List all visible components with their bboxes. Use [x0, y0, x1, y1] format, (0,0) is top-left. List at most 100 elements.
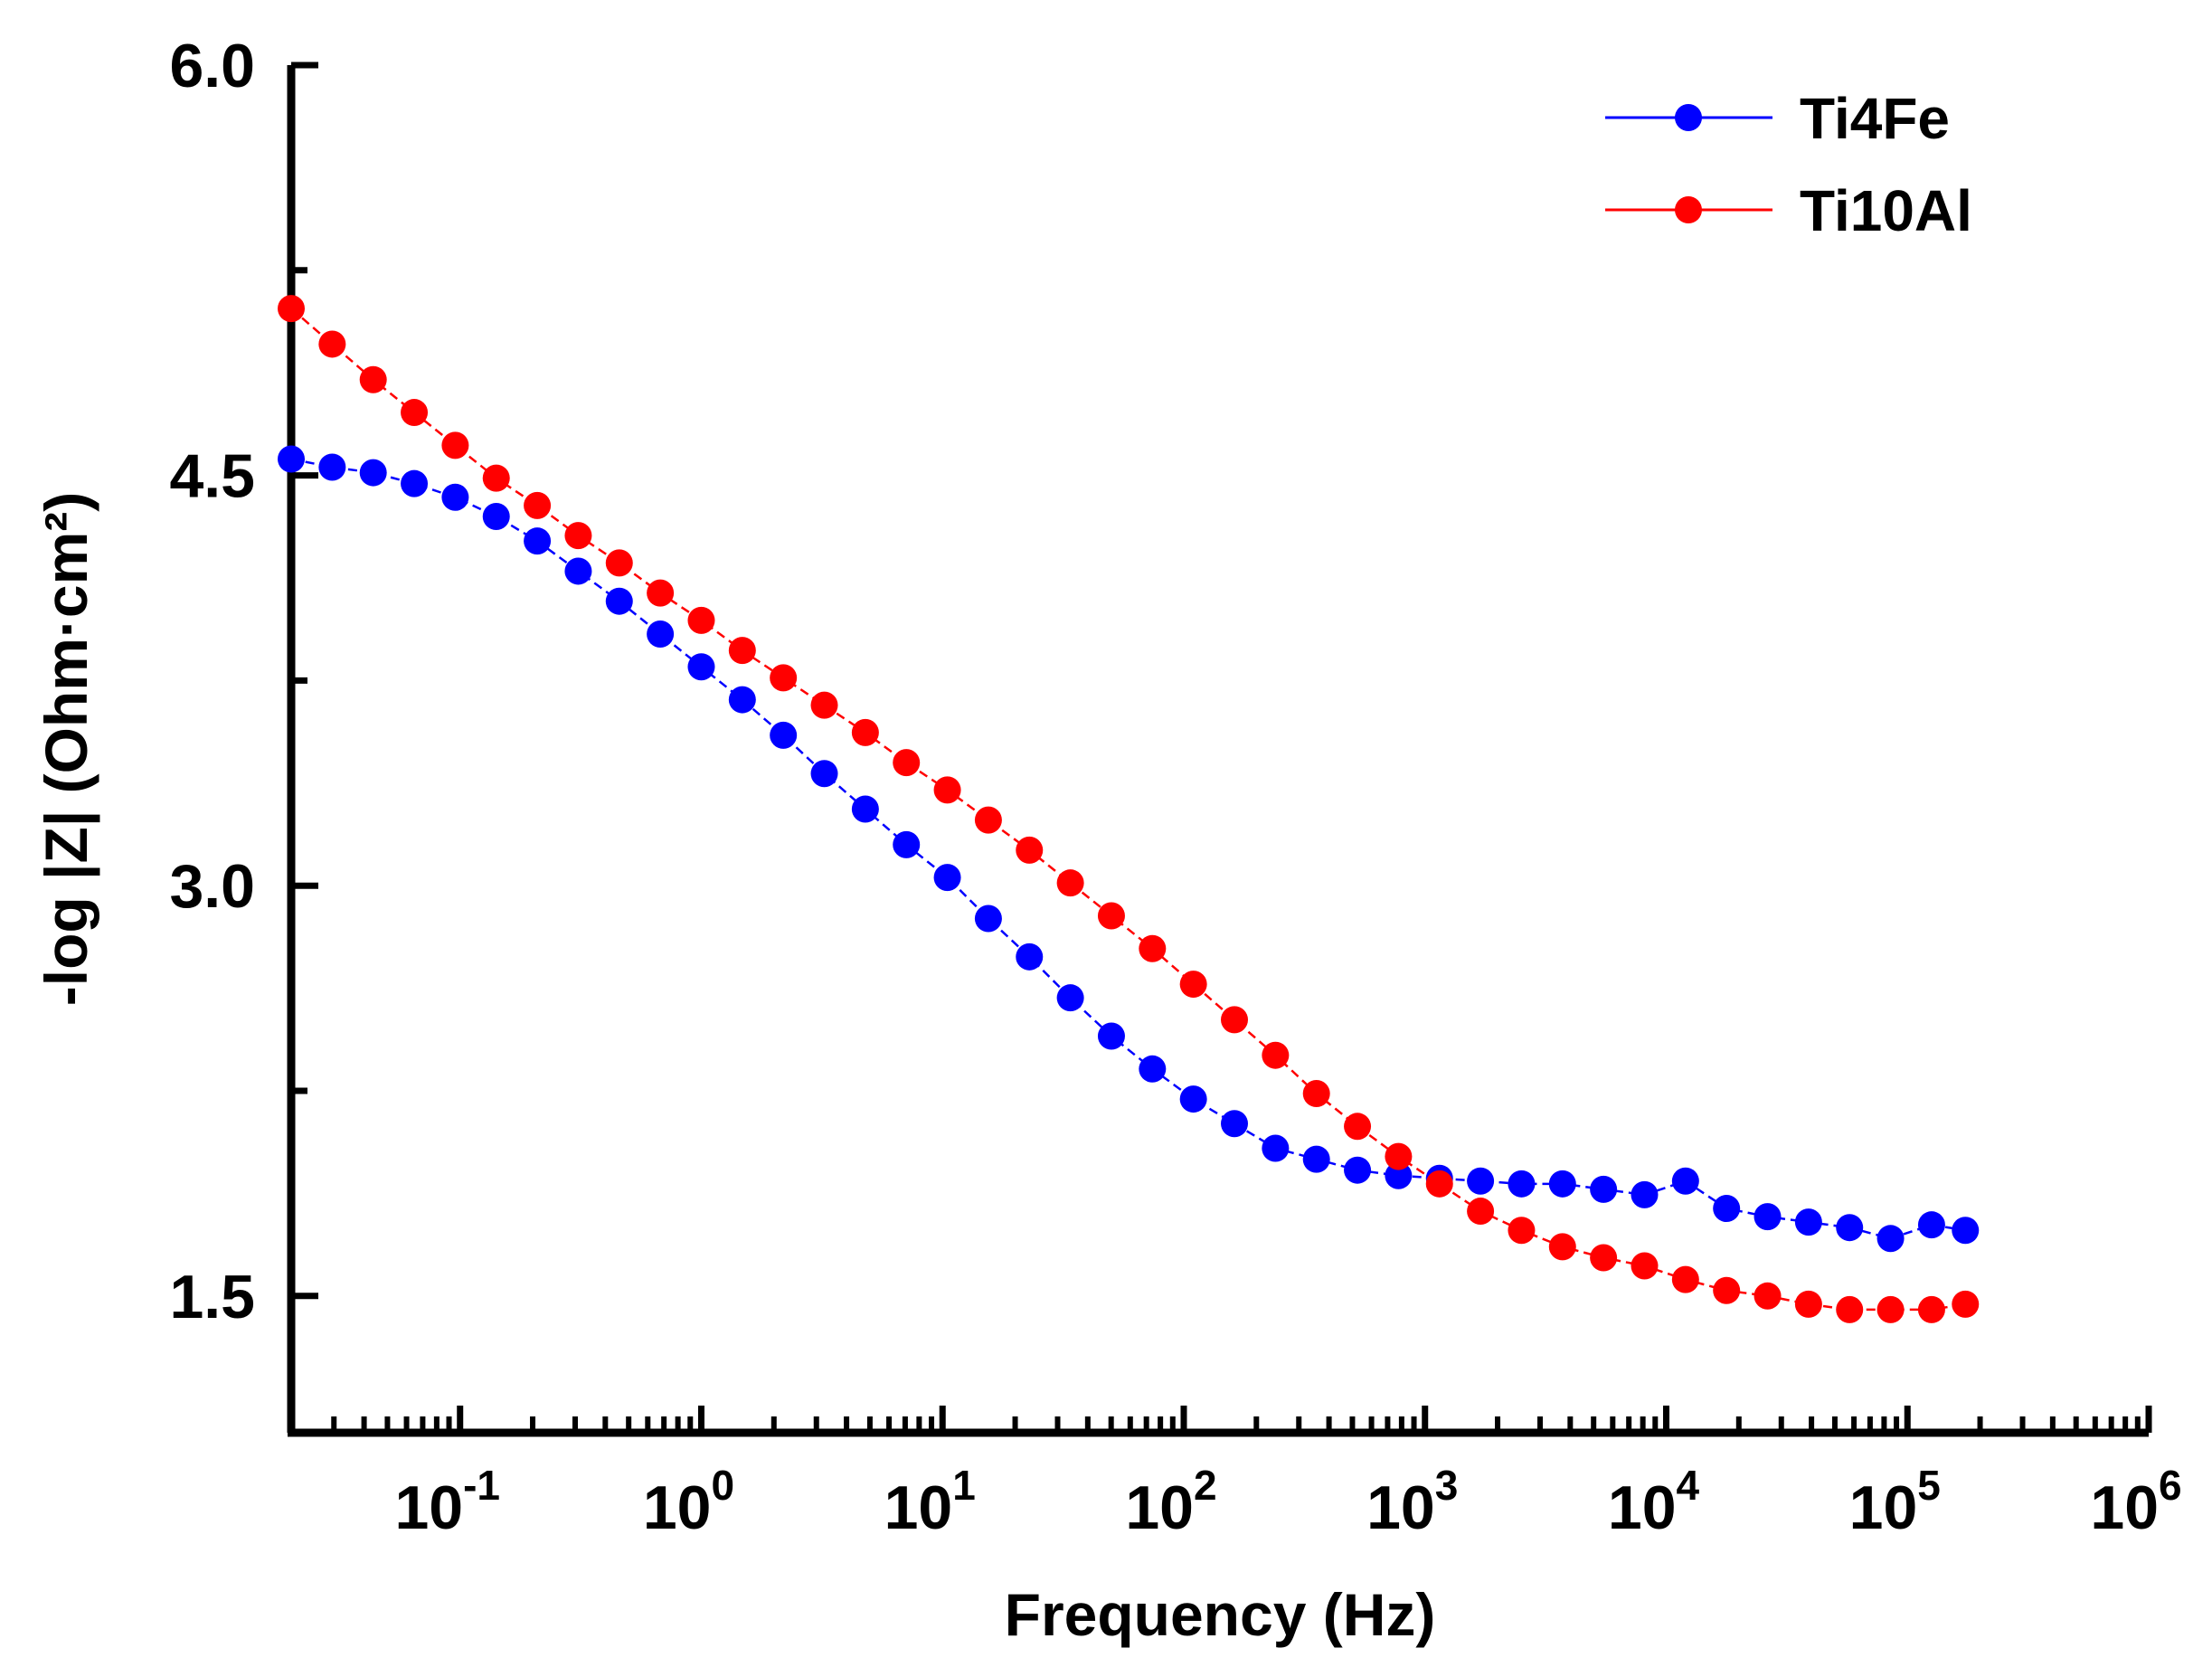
legend-item-ti10al: Ti10Al	[1605, 178, 1972, 243]
data-point	[1876, 1225, 1905, 1253]
data-point	[524, 527, 552, 555]
data-point	[1754, 1203, 1782, 1231]
data-point	[1344, 1156, 1372, 1184]
data-point	[810, 760, 838, 788]
data-point	[1221, 1110, 1249, 1138]
data-point	[1302, 1145, 1330, 1173]
data-point	[1425, 1170, 1453, 1198]
data-point	[1097, 1022, 1125, 1050]
x-tick-label: 101	[884, 1462, 976, 1542]
data-point	[1631, 1252, 1659, 1280]
data-point	[1262, 1134, 1290, 1162]
data-point	[1917, 1295, 1945, 1323]
data-point	[1221, 1006, 1249, 1034]
data-point	[1016, 836, 1044, 864]
data-point	[1467, 1167, 1495, 1195]
series-line	[290, 308, 1966, 1312]
data-point	[1713, 1276, 1741, 1304]
data-point	[893, 830, 921, 858]
legend-marker	[1675, 196, 1702, 223]
data-point	[318, 330, 346, 358]
data-point	[933, 864, 961, 892]
y-tick-label: 1.5	[169, 1263, 255, 1331]
data-point	[1631, 1180, 1659, 1208]
x-tick-label: 105	[1849, 1462, 1941, 1542]
data-point	[687, 653, 715, 681]
data-point	[318, 453, 346, 481]
data-point	[1385, 1142, 1413, 1170]
data-point	[647, 579, 675, 607]
data-point	[441, 483, 469, 511]
data-point	[1097, 902, 1125, 930]
data-point	[1671, 1167, 1699, 1195]
data-point	[1179, 971, 1207, 999]
data-point	[893, 749, 921, 777]
data-point	[482, 502, 510, 530]
y-tick-label: 4.5	[169, 442, 255, 511]
series-line	[290, 458, 1966, 1240]
x-tick-label: 104	[1608, 1462, 1700, 1542]
x-axis-title: Frequency (Hz)	[1005, 1581, 1436, 1648]
data-point	[605, 549, 633, 577]
data-point	[1836, 1214, 1864, 1242]
data-point	[441, 431, 469, 459]
data-point	[1262, 1041, 1290, 1069]
y-axis-title: -log |Z| (Ohm·cm²)	[33, 492, 101, 1007]
data-point	[770, 664, 798, 692]
x-tick-label: 106	[2090, 1462, 2181, 1542]
data-point	[278, 295, 305, 323]
data-point	[1508, 1217, 1536, 1245]
data-point	[359, 459, 387, 487]
data-point	[851, 795, 879, 823]
x-tick-label: 10-1	[394, 1462, 500, 1542]
x-tick-label: 100	[643, 1462, 734, 1542]
data-point	[974, 806, 1002, 834]
data-point	[1713, 1195, 1741, 1223]
data-point	[810, 691, 838, 719]
data-point	[1467, 1198, 1495, 1226]
y-tick-labels: 1.5 3.0 4.5 6.0	[169, 32, 255, 1331]
data-point	[1548, 1170, 1576, 1198]
legend: Ti4Fe Ti10Al	[1605, 86, 1972, 243]
data-point	[564, 522, 592, 550]
data-point	[1671, 1265, 1699, 1293]
series-group	[278, 295, 1980, 1323]
data-point	[1590, 1244, 1618, 1272]
data-point	[278, 445, 305, 473]
data-point	[359, 365, 387, 393]
data-point	[647, 620, 675, 648]
data-point	[770, 721, 798, 749]
data-point	[1179, 1085, 1207, 1113]
data-point	[524, 491, 552, 519]
data-point	[1590, 1175, 1618, 1203]
data-point	[851, 718, 879, 746]
data-point	[482, 464, 510, 492]
legend-label: Ti4Fe	[1800, 86, 1950, 151]
data-point	[1302, 1080, 1330, 1108]
data-point	[1139, 1055, 1167, 1083]
data-point	[1876, 1295, 1905, 1323]
data-point	[728, 637, 756, 665]
series-ti4fe	[278, 445, 1980, 1253]
data-point	[1548, 1233, 1576, 1261]
data-point	[1917, 1211, 1945, 1239]
axes-group	[287, 65, 2149, 1437]
ticks-group	[288, 62, 2152, 1433]
data-point	[1139, 934, 1167, 962]
data-point	[401, 399, 429, 427]
data-point	[687, 606, 715, 634]
data-point	[1056, 869, 1084, 897]
y-tick-label: 3.0	[169, 852, 255, 921]
x-tick-labels: 10-1 100 101 102 103 104 105 106	[394, 1462, 2181, 1542]
data-point	[1344, 1113, 1372, 1141]
data-point	[1836, 1295, 1864, 1323]
data-point	[1385, 1161, 1413, 1189]
legend-label: Ti10Al	[1800, 178, 1972, 243]
data-point	[1056, 984, 1084, 1012]
data-point	[974, 905, 1002, 933]
data-point	[1508, 1170, 1536, 1198]
data-point	[1952, 1290, 1980, 1318]
data-point	[564, 557, 592, 585]
legend-item-ti4fe: Ti4Fe	[1605, 86, 1950, 151]
